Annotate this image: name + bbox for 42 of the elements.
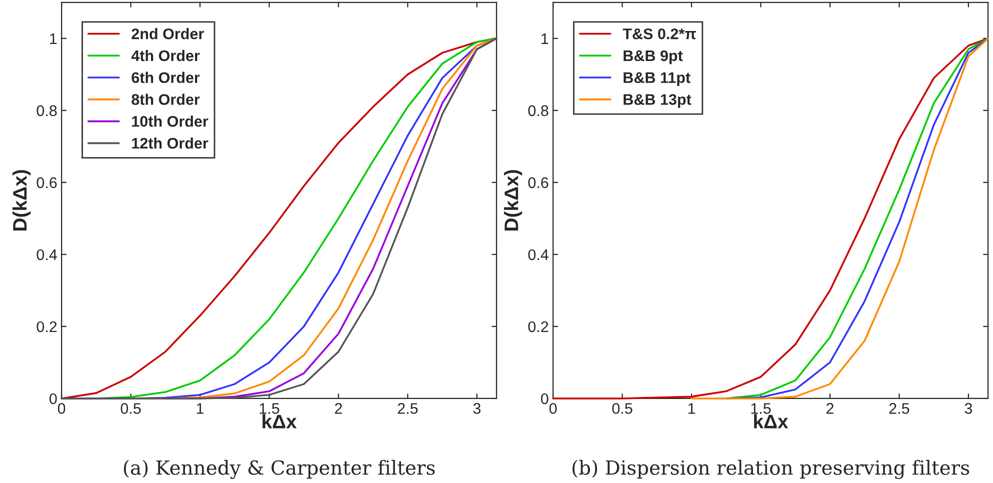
- x-tick-label: 1.5: [751, 403, 771, 414]
- x-tick-label: 3: [473, 403, 480, 414]
- y-tick-label: 0: [541, 393, 548, 404]
- x-tick-label: 1: [196, 403, 204, 414]
- y-tick-label: 0.6: [36, 177, 57, 188]
- text: (a) Kennedy & Carpenter filters: [124, 460, 435, 479]
- legend-label: B&B 11pt: [624, 72, 690, 86]
- y-tick-label: 0.2: [528, 321, 548, 332]
- legend-label: B&B 9pt: [624, 50, 683, 64]
- text: (b) Dispersion relation preserving filters: [572, 460, 970, 479]
- y-tick-label: 0: [50, 393, 57, 404]
- x-axis-title: kΔx: [754, 414, 788, 428]
- legend-label: B&B 13pt: [624, 94, 692, 108]
- y-tick-label: 0.8: [36, 105, 57, 116]
- legend-label: 2nd Order: [132, 28, 204, 40]
- x-tick-label: 0.5: [612, 403, 632, 414]
- legend-label: T&S 0.2*π: [622, 28, 696, 40]
- x-tick-label: 2: [826, 403, 834, 414]
- x-tick-label: 2: [334, 403, 342, 414]
- x-tick-label: 0: [549, 403, 557, 414]
- legend-label: 6th Order: [132, 72, 200, 84]
- y-tick-label: 0.4: [36, 249, 57, 260]
- legend-label: 12th Order: [132, 137, 208, 149]
- x-tick-label: 1: [688, 403, 696, 414]
- y-tick-label: 0.4: [528, 249, 548, 260]
- x-tick-label: 2.5: [398, 403, 418, 414]
- x-axis-title: kΔx: [262, 414, 297, 428]
- y-axis-title: D(kΔx): [504, 170, 522, 230]
- x-tick-label: 0: [58, 403, 66, 414]
- legend-label: 4th Order: [131, 50, 200, 62]
- y-tick-label: 1: [542, 33, 548, 44]
- x-tick-label: 3: [964, 403, 972, 414]
- y-tick-label: 0.2: [36, 321, 57, 332]
- legend-label: 8th Order: [132, 94, 200, 105]
- x-tick-label: 2.5: [889, 403, 910, 414]
- y-tick-label: 0.6: [528, 177, 548, 188]
- x-tick-label: 0.5: [120, 403, 141, 414]
- y-tick-label: 1: [50, 33, 57, 44]
- y-axis-title: D(kΔx): [12, 170, 31, 230]
- x-tick-label: 1.5: [260, 403, 280, 414]
- legend-label: 10th Order: [132, 116, 208, 127]
- y-tick-label: 0.8: [528, 105, 548, 116]
